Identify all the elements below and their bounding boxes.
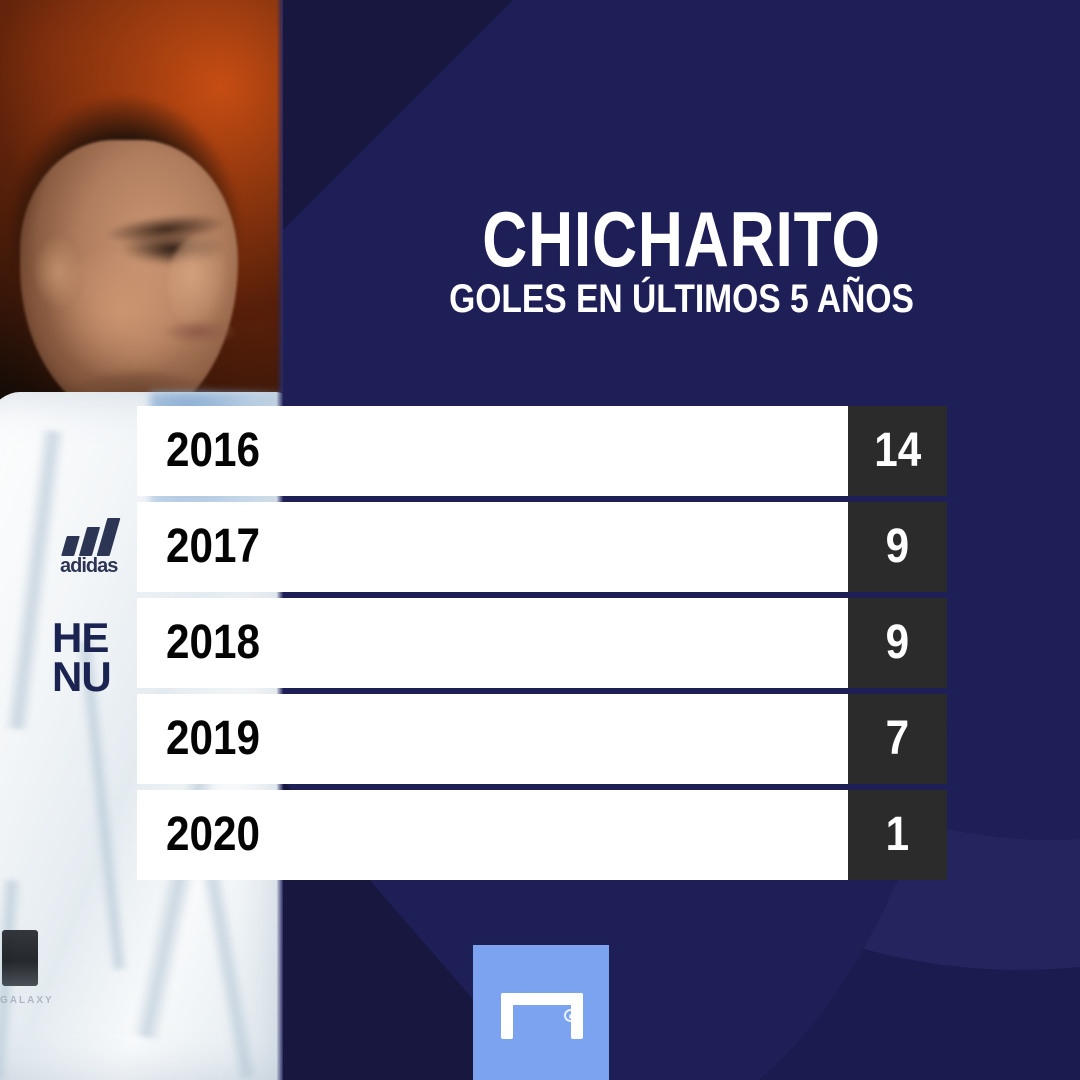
goal-crossbar [501, 993, 583, 1005]
row-goals-value: 14 [874, 424, 921, 477]
row-year-label: 2017 [166, 520, 260, 573]
jersey-club-text: GALAXY [0, 995, 54, 1006]
table-row: 2019 7 [137, 694, 947, 784]
row-goals-cell: 14 [848, 406, 947, 496]
row-year-cell: 2019 [137, 694, 848, 784]
jersey-sponsor-text: HE NU [52, 614, 112, 701]
table-row: 2018 9 [137, 598, 947, 688]
goal-post-icon [501, 993, 583, 1039]
row-year-cell: 2020 [137, 790, 848, 880]
row-goals-value: 9 [885, 616, 910, 669]
row-year-label: 2019 [166, 712, 260, 765]
row-goals-value: 7 [885, 712, 910, 765]
adidas-stripe [61, 536, 80, 556]
player-nose [168, 236, 230, 332]
row-goals-cell: 9 [848, 502, 947, 592]
adidas-logo-icon: adidas [60, 518, 170, 578]
row-year-label: 2016 [166, 424, 260, 477]
row-goals-cell: 7 [848, 694, 947, 784]
header: CHICHARITO GOLES EN ÚLTIMOS 5 AÑOS [283, 195, 1080, 322]
table-row: 2017 9 [137, 502, 947, 592]
table-row: 2016 14 [137, 406, 947, 496]
adidas-wordmark: adidas [60, 555, 118, 577]
row-year-cell: 2016 [137, 406, 848, 496]
page-subtitle: GOLES EN ÚLTIMOS 5 AÑOS [449, 277, 914, 322]
row-year-label: 2018 [166, 616, 260, 669]
registered-mark-icon [564, 1009, 577, 1022]
row-year-cell: 2018 [137, 598, 848, 688]
row-goals-cell: 9 [848, 598, 947, 688]
goal-logo [473, 945, 609, 1080]
goal-left-post [501, 993, 513, 1039]
row-goals-value: 9 [885, 520, 910, 573]
stats-table: 2016 14 2017 9 2018 9 2019 [137, 406, 947, 880]
player-mouth [162, 320, 238, 344]
jersey-badge-patch [2, 930, 38, 986]
row-year-cell: 2017 [137, 502, 848, 592]
row-goals-cell: 1 [848, 790, 947, 880]
table-row: 2020 1 [137, 790, 947, 880]
adidas-stripe [96, 518, 121, 556]
row-goals-value: 1 [885, 808, 910, 861]
row-year-label: 2020 [166, 808, 260, 861]
page-title: CHICHARITO [482, 195, 881, 283]
goal-right-post [571, 993, 583, 1039]
